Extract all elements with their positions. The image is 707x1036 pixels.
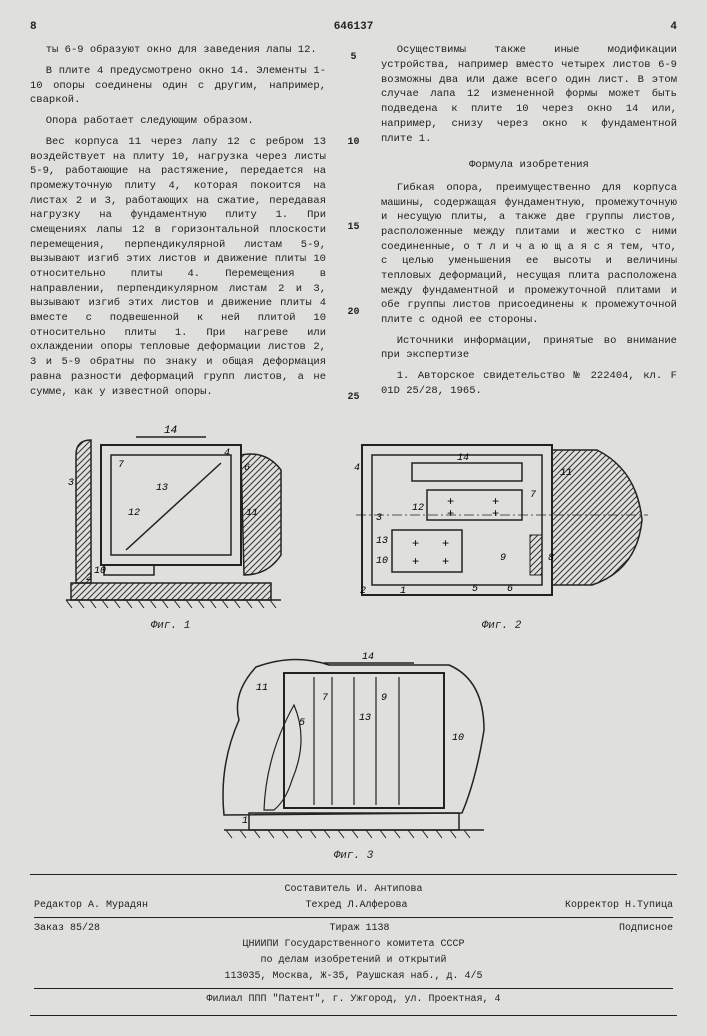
svg-text:1: 1	[400, 586, 406, 597]
para: Опора работает следующим образом.	[30, 114, 326, 129]
editor: Редактор А. Мурадян	[34, 899, 148, 913]
order: Заказ 85/28	[34, 922, 100, 936]
subscription: Подписное	[619, 922, 673, 936]
text-columns: ты 6-9 образуют окно для заведения лапы …	[30, 43, 677, 405]
svg-text:6: 6	[244, 463, 250, 474]
fig1-label: Фиг. 1	[56, 619, 286, 634]
svg-text:+: +	[442, 555, 449, 569]
svg-text:8: 8	[548, 553, 554, 564]
svg-text:10: 10	[452, 733, 464, 744]
svg-text:11: 11	[246, 508, 258, 519]
svg-text:5: 5	[299, 718, 305, 729]
svg-text:11: 11	[256, 683, 268, 694]
svg-text:12: 12	[128, 508, 140, 519]
page-header: 8 646137 4	[30, 20, 677, 35]
svg-text:10: 10	[94, 566, 106, 577]
svg-text:7: 7	[322, 693, 328, 704]
svg-text:4: 4	[224, 448, 230, 459]
line-num: 5	[346, 51, 361, 65]
para: Осуществимы также иные модификации устро…	[381, 43, 677, 146]
svg-text:+: +	[412, 555, 419, 569]
svg-text:3: 3	[376, 513, 382, 524]
svg-text:6: 6	[507, 584, 513, 595]
para: Вес корпуса 11 через лапу 12 с ребром 13…	[30, 135, 326, 399]
svg-text:2: 2	[360, 586, 366, 597]
fig3-svg: 14 11 5 7 13 9 10 1	[214, 645, 494, 845]
svg-text:7: 7	[530, 490, 536, 501]
para: ты 6-9 образуют окно для заведения лапы …	[30, 43, 326, 58]
line-numbers: 5 10 15 20 25	[346, 43, 361, 405]
para: 1. Авторское свидетельство № 222404, кл.…	[381, 369, 677, 398]
fig3-label: Фиг. 3	[30, 849, 677, 864]
line-num: 15	[346, 221, 361, 235]
para: Источники информации, принятые во вниман…	[381, 334, 677, 363]
svg-text:14: 14	[457, 453, 469, 464]
line-num: 20	[346, 306, 361, 320]
svg-text:10: 10	[376, 556, 388, 567]
svg-text:13: 13	[156, 483, 168, 494]
svg-text:9: 9	[381, 693, 387, 704]
org1: ЦНИИПИ Государственного комитета СССР	[34, 938, 673, 952]
svg-text:11: 11	[560, 468, 572, 479]
svg-text:+: +	[412, 537, 419, 551]
svg-text:+: +	[442, 537, 449, 551]
svg-text:14: 14	[362, 652, 374, 663]
techred: Техред Л.Алферова	[305, 899, 407, 913]
svg-text:1: 1	[242, 816, 248, 827]
fig2-container: 14 + + + + + + + + 4 3 13 10 2 1	[352, 415, 652, 634]
svg-text:12: 12	[412, 503, 424, 514]
svg-text:9: 9	[500, 553, 506, 564]
line-num: 25	[346, 391, 361, 405]
svg-text:14: 14	[164, 425, 177, 437]
org2: по делам изобретений и открытий	[34, 954, 673, 968]
figures-row: 14 10 3 7 12 13 4 6 11 2 Фиг. 1	[30, 415, 677, 634]
section-title: Формула изобретения	[381, 158, 677, 173]
fig2-label: Фиг. 2	[352, 619, 652, 634]
para: В плите 4 предусмотрено окно 14. Элемент…	[30, 64, 326, 108]
address1: 113035, Москва, Ж-35, Раушская наб., д. …	[34, 970, 673, 989]
svg-text:13: 13	[359, 713, 371, 724]
svg-text:2: 2	[86, 573, 92, 584]
svg-text:4: 4	[354, 463, 360, 474]
svg-text:+: +	[447, 507, 454, 521]
svg-text:3: 3	[68, 478, 74, 489]
page-right: 4	[670, 20, 677, 35]
compiler: Составитель И. Антипова	[34, 883, 673, 897]
corrector: Корректор Н.Тупица	[565, 899, 673, 913]
fig3-container: 14 11 5 7 13 9 10 1 Фиг. 3	[30, 645, 677, 864]
svg-text:13: 13	[376, 536, 388, 547]
line-num: 10	[346, 136, 361, 150]
svg-text:5: 5	[472, 584, 478, 595]
svg-text:+: +	[492, 507, 499, 521]
patent-number: 646137	[334, 20, 374, 35]
tirage: Тираж 1138	[100, 922, 619, 936]
order-row: Заказ 85/28 Тираж 1138 Подписное	[34, 922, 673, 936]
svg-text:7: 7	[118, 460, 124, 471]
credits-row: Редактор А. Мурадян Техред Л.Алферова Ко…	[34, 899, 673, 918]
footer-block: Составитель И. Антипова Редактор А. Мура…	[30, 874, 677, 1016]
fig1-container: 14 10 3 7 12 13 4 6 11 2 Фиг. 1	[56, 415, 286, 634]
para: Гибкая опора, преимущественно для корпус…	[381, 181, 677, 328]
fig2-svg: 14 + + + + + + + + 4 3 13 10 2 1	[352, 415, 652, 615]
fig1-svg: 14 10 3 7 12 13 4 6 11 2	[56, 415, 286, 615]
left-column: ты 6-9 образуют окно для заведения лапы …	[30, 43, 326, 405]
page-left: 8	[30, 20, 37, 35]
right-column: Осуществимы также иные модификации устро…	[381, 43, 677, 405]
